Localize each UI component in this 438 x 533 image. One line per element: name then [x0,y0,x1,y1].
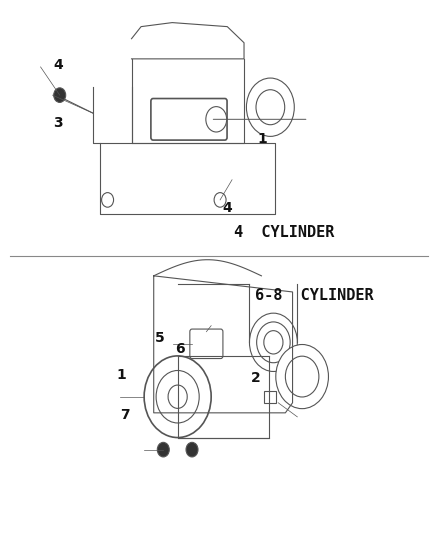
Circle shape [168,385,187,408]
Text: 3: 3 [53,116,63,131]
Circle shape [144,356,211,438]
Text: 2: 2 [251,371,261,385]
Circle shape [256,90,285,125]
Text: 5: 5 [155,331,165,345]
Text: 6-8  CYLINDER: 6-8 CYLINDER [255,288,374,303]
Circle shape [264,330,283,354]
Circle shape [276,344,328,409]
Circle shape [214,192,226,207]
Bar [264,391,276,403]
Text: 7: 7 [120,408,130,422]
Circle shape [286,356,319,397]
Circle shape [54,88,66,102]
Text: 6: 6 [175,342,185,356]
Text: 4  CYLINDER: 4 CYLINDER [234,225,335,240]
FancyBboxPatch shape [190,329,223,359]
Circle shape [186,442,198,457]
Circle shape [206,107,227,132]
Circle shape [102,192,113,207]
Text: 1: 1 [116,368,126,382]
Circle shape [257,322,290,363]
Text: 4: 4 [223,201,233,215]
Circle shape [157,442,169,457]
Text: 1: 1 [258,132,267,146]
Text: 4: 4 [53,58,63,72]
Circle shape [250,313,297,372]
FancyBboxPatch shape [151,99,227,140]
Circle shape [247,78,294,136]
Circle shape [156,370,199,423]
